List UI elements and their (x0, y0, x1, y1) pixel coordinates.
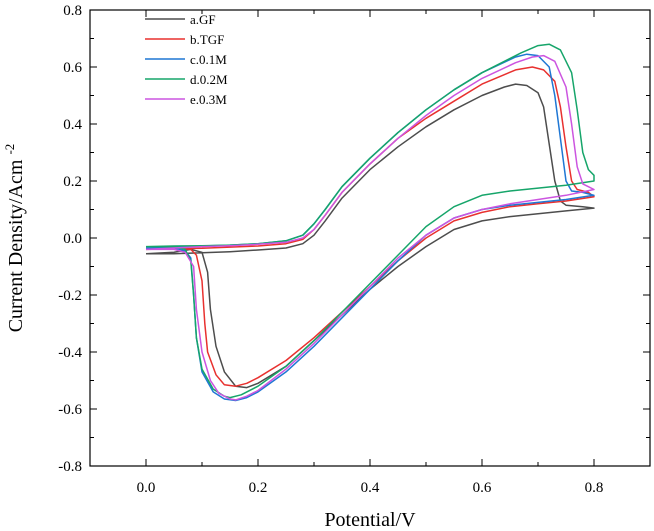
y-tick-label: -0.2 (58, 288, 82, 304)
y-tick-label: 0.4 (63, 117, 82, 133)
x-tick-label: 0.0 (137, 480, 156, 496)
y-tick-label: -0.8 (58, 459, 82, 475)
x-tick-label: 0.6 (473, 480, 492, 496)
legend: a.GF b.TGF c.0.1M d.0.2M e.0.3M (145, 12, 228, 107)
y-axis-title-exponent: -2 (2, 144, 17, 155)
y-axis-title-main: Current Density/Acm (5, 159, 27, 332)
series-line-2 (145, 66, 595, 387)
legend-label-5: e.0.3M (190, 92, 227, 107)
y-tick-label: -0.4 (58, 345, 82, 361)
y-tick-label: 0.6 (63, 60, 82, 76)
x-tick-label: 0.2 (249, 480, 268, 496)
y-tick-label: -0.6 (58, 402, 82, 418)
x-tick-label: 0.4 (361, 480, 380, 496)
y-tick-label: 0.8 (63, 3, 82, 19)
y-tick-label: 0.0 (63, 231, 82, 247)
legend-label-1: a.GF (190, 12, 216, 27)
series-line-5 (145, 54, 595, 401)
x-axis-title: Potential/V (324, 509, 416, 531)
y-tick-label: 0.2 (63, 174, 82, 190)
y-axis-title: Current Density/Acm -2 (2, 144, 27, 333)
legend-label-4: d.0.2M (190, 72, 228, 87)
series-line-1 (145, 83, 595, 389)
x-tick-label: 0.8 (585, 480, 604, 496)
legend-label-3: c.0.1M (190, 52, 227, 67)
legend-label-2: b.TGF (190, 32, 224, 47)
